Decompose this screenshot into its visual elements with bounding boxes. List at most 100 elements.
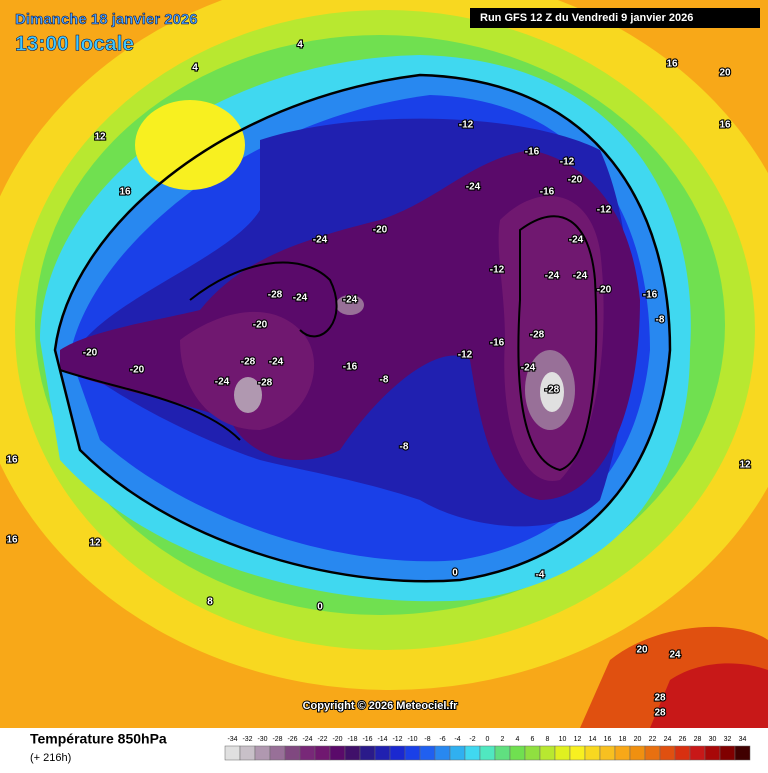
- scale-label: 8: [546, 736, 550, 743]
- scale-label: 26: [679, 736, 687, 743]
- scale-swatch: [269, 745, 286, 761]
- scale-swatch: [374, 745, 391, 761]
- scale-label: 12: [574, 736, 582, 743]
- scale-swatch: [299, 745, 316, 761]
- scale-label: -8: [424, 736, 430, 743]
- contour-label: 0: [452, 568, 458, 579]
- scale-swatch: [524, 745, 541, 761]
- contour-label: -28: [545, 385, 560, 396]
- contour-label: -20: [597, 285, 612, 296]
- scale-label: -20: [332, 736, 342, 743]
- scale-swatch: [284, 745, 301, 761]
- scale-label: 18: [619, 736, 627, 743]
- contour-label: 16: [6, 535, 18, 546]
- contour-label: 12: [89, 538, 101, 549]
- scale-label: 6: [531, 736, 535, 743]
- map-labels: -20-24-24-28 -24-20-20-20-24 -28-28 -24 -16-…: [5, 39, 752, 720]
- contour-label: -4: [536, 570, 545, 581]
- scale-swatch: [674, 745, 691, 761]
- contour-label: 4: [297, 40, 303, 51]
- contour-label: -28: [241, 357, 256, 368]
- run-info: Run GFS 12 Z du Vendredi 9 janvier 2026: [480, 12, 693, 24]
- contour-label: 28: [654, 708, 666, 719]
- scale-swatch: [239, 745, 256, 761]
- scale-label: 34: [739, 736, 747, 743]
- run-box: [470, 8, 760, 28]
- contour-label: 0: [317, 602, 323, 613]
- map-field: [0, 0, 768, 728]
- scale-label: 24: [664, 736, 672, 743]
- contour-label: 20: [636, 645, 648, 656]
- contour-label: -28: [258, 378, 273, 389]
- contour-label: -8: [380, 375, 389, 386]
- scale-swatch: [629, 745, 646, 761]
- scale-swatch: [734, 745, 751, 761]
- contour-label: -24: [545, 271, 560, 282]
- contour-label: -24: [466, 182, 481, 193]
- contour-label: -12: [597, 205, 612, 216]
- scale-swatch: [599, 745, 616, 761]
- scale-swatch: [359, 745, 376, 761]
- scale-swatch: [719, 745, 736, 761]
- contour-label: -16: [490, 338, 505, 349]
- contour-label: 4: [192, 63, 198, 74]
- scale-label: -22: [317, 736, 327, 743]
- contour-label: 8: [207, 597, 213, 608]
- scale-label: -24: [302, 736, 312, 743]
- scale-label: -10: [407, 736, 417, 743]
- footer-title: Température 850hPa: [30, 731, 167, 747]
- scale-label: -2: [469, 736, 475, 743]
- scale-swatch: [404, 745, 421, 761]
- contour-label: 16: [666, 59, 678, 70]
- contour-label: -12: [560, 157, 575, 168]
- scale-swatch: [479, 745, 496, 761]
- contour-label: -16: [540, 187, 555, 198]
- contour-label: -24: [521, 363, 536, 374]
- scale-label: 2: [501, 736, 505, 743]
- contour-label: 24: [669, 650, 681, 661]
- scale-label: 14: [589, 736, 597, 743]
- scale-label: 10: [559, 736, 567, 743]
- copyright: Copyright © 2026 Meteociel.fr: [303, 700, 459, 712]
- scale-swatch: [434, 745, 451, 761]
- scale-label: -32: [242, 736, 252, 743]
- contour-label: -16: [343, 362, 358, 373]
- scale-swatch: [659, 745, 676, 761]
- contour-label: -24: [343, 295, 358, 306]
- scale-swatch: [224, 745, 241, 761]
- scale-label: -26: [287, 736, 297, 743]
- contour-label: -28: [268, 290, 283, 301]
- contour-label: 28: [654, 693, 666, 704]
- contour-label: 16: [719, 120, 731, 131]
- scale-label: 16: [604, 736, 612, 743]
- contour-label: 12: [94, 132, 106, 143]
- scale-swatch: [569, 745, 586, 761]
- scale-label: -16: [362, 736, 372, 743]
- scale-label: 22: [649, 736, 657, 743]
- contour-label: -16: [525, 147, 540, 158]
- scale-label: -28: [272, 736, 282, 743]
- scale-swatch: [464, 745, 481, 761]
- scale-swatch: [419, 745, 436, 761]
- scale-swatch: [539, 745, 556, 761]
- contour-label: -20: [568, 175, 583, 186]
- scale-label: 28: [694, 736, 702, 743]
- contour-label: -12: [490, 265, 505, 276]
- contour-label: 16: [119, 187, 131, 198]
- scale-label: -30: [257, 736, 267, 743]
- scale-label: -4: [454, 736, 460, 743]
- scale-label: 30: [709, 736, 717, 743]
- scale-swatch: [689, 745, 706, 761]
- scale-label: -18: [347, 736, 357, 743]
- scale-label: 0: [486, 736, 490, 743]
- scale-swatch: [644, 745, 661, 761]
- contour-label: -24: [569, 235, 584, 246]
- contour-label: -8: [656, 315, 665, 326]
- scale-label: -14: [377, 736, 387, 743]
- scale-swatch: [254, 745, 271, 761]
- contour-label: 20: [719, 68, 731, 79]
- scale-swatch: [329, 745, 346, 761]
- contour-label: -24: [313, 235, 328, 246]
- contour-label: -20: [83, 348, 98, 359]
